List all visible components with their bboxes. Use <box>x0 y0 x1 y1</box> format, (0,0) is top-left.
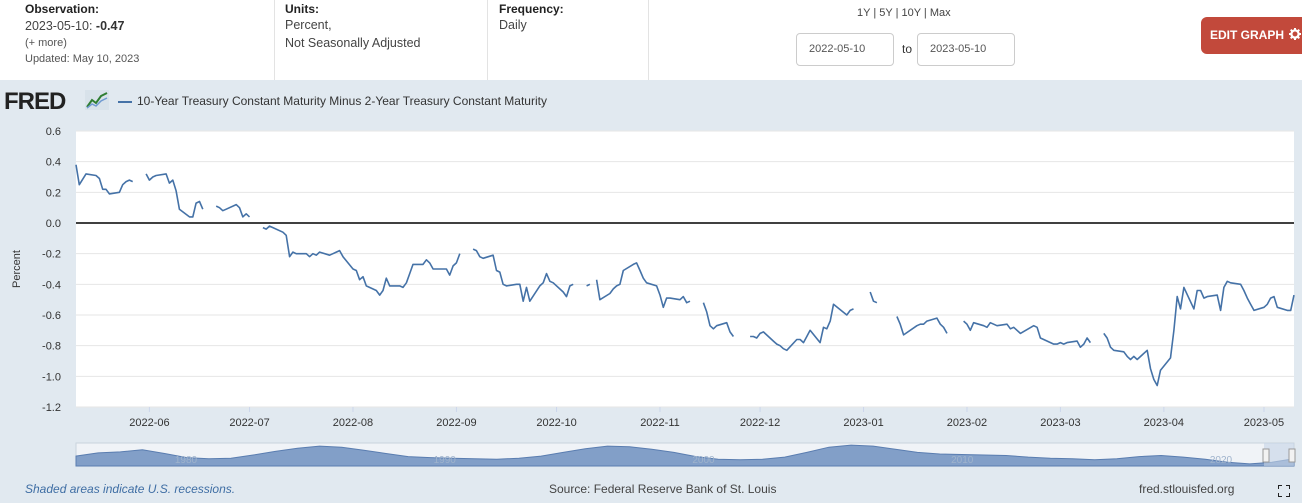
x-tick-label: 2023-02 <box>947 417 987 429</box>
series-line-segment <box>595 262 691 309</box>
y-tick-label: 0.4 <box>46 157 61 169</box>
header-bar: Observation: 2023-05-10: -0.47 (+ more) … <box>0 0 1302 80</box>
observation-value: -0.47 <box>95 19 125 33</box>
series-line-segment <box>702 302 735 337</box>
y-tick-label: -0.8 <box>42 341 61 353</box>
range-links: 1Y | 5Y | 10Y | Max <box>857 7 951 19</box>
navigator-label: 2010 <box>951 455 974 466</box>
navigator-selection[interactable] <box>1264 443 1294 466</box>
x-tick-label: 2022-11 <box>640 417 680 429</box>
x-tick-label: 2023-03 <box>1040 417 1080 429</box>
units-line1: Percent, <box>285 18 332 32</box>
observation-block: Observation: 2023-05-10: -0.47 (+ more) … <box>0 0 275 80</box>
plot-area <box>76 131 1294 407</box>
x-tick-label: 2022-07 <box>229 417 269 429</box>
y-tick-label: -0.2 <box>42 249 61 261</box>
x-tick-label: 2022-08 <box>333 417 373 429</box>
range-navigator[interactable]: 1980 1990 2000 2010 2020 <box>75 442 1296 467</box>
navigator-label: 1980 <box>175 455 198 466</box>
recession-note: Shaded areas indicate U.S. recessions. <box>25 482 236 496</box>
to-label: to <box>902 42 913 56</box>
navigator-handle[interactable] <box>1262 448 1270 463</box>
y-tick-labels: 0.6 0.4 0.2 0.0 -0.2 -0.4 -0.6 -0.8 -1.0 -1.2 <box>42 126 61 414</box>
navigator-handle[interactable] <box>1288 448 1296 463</box>
more-link[interactable]: (+ more) <box>25 37 67 49</box>
range-5y[interactable]: 5Y <box>879 7 893 19</box>
navigator-area <box>75 444 1295 467</box>
end-date-input[interactable]: 2023-05-10 <box>917 33 1015 66</box>
x-tick-label: 2022-06 <box>129 417 169 429</box>
navigator-label: 1990 <box>434 455 457 466</box>
x-tick-labels: 2022-06 2022-07 2022-08 2022-09 2022-10 2022-… <box>129 407 1284 429</box>
range-1y[interactable]: 1Y <box>857 7 871 19</box>
y-axis-label: Percent <box>11 250 23 288</box>
observation-line: 2023-05-10: -0.47 <box>25 17 274 35</box>
y-tick-label: -0.6 <box>42 310 61 322</box>
x-tick-label: 2023-05 <box>1244 417 1284 429</box>
units-block: Units: Percent, Not Seasonally Adjusted <box>275 0 488 80</box>
legend-swatch <box>118 101 132 103</box>
series-line-segment <box>750 303 854 352</box>
y-tick-label: -0.4 <box>42 279 61 291</box>
observation-date: 2023-05-10: <box>25 19 93 33</box>
range-max[interactable]: Max <box>929 7 951 19</box>
series-lines <box>75 164 1295 387</box>
series-line-segment <box>586 283 591 287</box>
fred-logo: FRED <box>4 88 66 115</box>
site-link[interactable]: fred.stlouisfed.org <box>1139 482 1235 496</box>
start-date-input[interactable]: 2022-05-10 <box>796 33 894 66</box>
x-tick-label: 2022-10 <box>536 417 576 429</box>
units-label: Units: <box>285 2 319 16</box>
y-tick-label: 0.0 <box>46 218 61 230</box>
grid-lines <box>76 130 1294 408</box>
x-tick-label: 2022-12 <box>740 417 780 429</box>
series-line-segment <box>262 225 461 296</box>
series-line-segment <box>215 203 251 218</box>
updated-date: Updated: May 10, 2023 <box>25 53 140 65</box>
frequency-label: Frequency: <box>499 2 564 16</box>
navigator-label: 2020 <box>1210 455 1233 466</box>
legend-series-name: 10-Year Treasury Constant Maturity Minus… <box>137 94 547 108</box>
frequency-value: Daily <box>499 18 527 32</box>
gear-icon <box>1289 28 1302 40</box>
y-tick-label: 0.2 <box>46 187 61 199</box>
x-tick-label: 2022-09 <box>436 417 476 429</box>
series-line-segment <box>1103 280 1295 387</box>
series-line-segment <box>75 164 134 195</box>
edit-graph-button[interactable]: EDIT GRAPH <box>1201 17 1302 54</box>
source-note: Source: Federal Reserve Bank of St. Loui… <box>549 482 777 496</box>
series-line-segment <box>145 173 204 218</box>
navigator-label: 2000 <box>692 455 715 466</box>
series-line-segment <box>869 291 878 304</box>
series-line-segment <box>896 316 948 336</box>
x-tick-label: 2023-01 <box>843 417 883 429</box>
series-line-segment <box>472 248 574 303</box>
x-tick-label: 2023-04 <box>1144 417 1184 429</box>
frequency-block: Frequency: Daily <box>488 0 649 80</box>
y-tick-label: -1.0 <box>42 371 61 383</box>
range-10y[interactable]: 10Y <box>901 7 921 19</box>
expand-icon[interactable] <box>1278 485 1290 497</box>
fred-chart-icon <box>85 90 109 110</box>
y-tick-label: -1.2 <box>42 402 61 414</box>
chart-svg: 0.6 0.4 0.2 0.0 -0.2 -0.4 -0.6 -0.8 -1.0 -1.2 202… <box>11 126 1296 467</box>
observation-label: Observation: <box>25 2 100 16</box>
units-line2: Not Seasonally Adjusted <box>285 36 421 50</box>
y-tick-label: 0.6 <box>46 126 61 138</box>
series-line-segment <box>963 320 1092 349</box>
edit-graph-label: EDIT GRAPH <box>1210 28 1285 42</box>
